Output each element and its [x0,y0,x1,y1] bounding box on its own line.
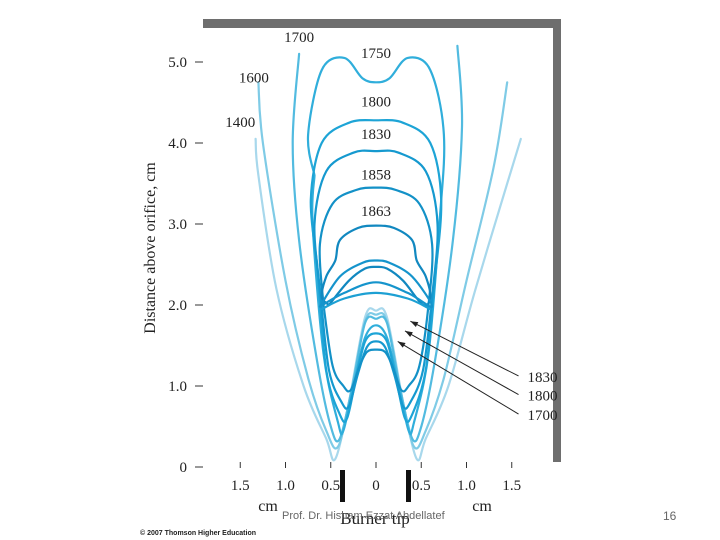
x-tick-label: 1.0 [457,478,476,494]
contour-label-1700: 1700 [284,30,314,46]
y-tick-label: 3.0 [168,217,187,233]
y-tick-label: 4.0 [168,136,187,152]
x-tick-label: 0.5 [412,478,431,494]
x-axis-unit-right: cm [472,498,492,515]
x-tick-label: 0 [372,478,380,494]
burner-wall-right [406,470,411,502]
callout-leader-0 [410,320,519,377]
callout-label-1700-2: 1700 [528,408,558,424]
contour-1700 [291,44,464,443]
contour-inner-8 [318,259,434,309]
plot-area [195,28,553,468]
contour-1858 [318,186,434,393]
contour-label-1800: 1800 [361,95,391,111]
contour-label-1400: 1400 [225,115,255,131]
y-tick-label: 1.0 [168,379,187,395]
contour-label-1750: 1750 [361,46,391,62]
y-tick-label: 2.0 [168,298,187,314]
contour-1400 [254,137,522,462]
contour-inner-9 [320,291,432,311]
x-tick-label: 0.5 [321,478,340,494]
x-tick-label: 1.5 [502,478,521,494]
x-tick-label: 1.5 [231,478,250,494]
contour-lines [254,44,522,462]
contour-label-1858: 1858 [361,167,391,183]
x-tick-label: 1.0 [276,478,295,494]
y-axis-title: Distance above orifice, cm [142,162,159,334]
contour-label-1863: 1863 [361,204,391,220]
callout-leader-2 [397,341,519,415]
y-tick-label: 5.0 [168,55,187,71]
contour-1800 [309,118,443,424]
contour-labels: 1700 1750 1600 1400 1800 1830 1858 1863 1830 1800… [225,30,557,424]
y-tick-label: 0 [180,460,188,476]
burner-wall-left [340,470,345,502]
x-axis-title: Burner tip [340,509,409,528]
axes: 0 1.0 2.0 3.0 4.0 5.0 1.5 1.0 0.5 0 0.5 1.0 1.5 cm cm B… [142,55,521,528]
contour-label-1600: 1600 [239,70,269,86]
contour-1863 [320,224,432,307]
contour-label-1830: 1830 [361,127,391,143]
callout-label-1800-1: 1800 [528,389,558,405]
callout-label-1830-0: 1830 [528,370,558,386]
contour-1830 [313,149,439,410]
copyright-notice: © 2007 Thomson Higher Education [140,530,257,537]
callout-arrowhead-0 [410,321,419,328]
callout-arrowhead-2 [397,341,406,348]
callout-leader-1 [404,330,519,396]
callout-arrowhead-1 [404,330,413,337]
x-axis-unit-left: cm [258,498,278,515]
page-number: 16 [663,509,677,523]
contour-1600 [257,81,509,450]
footer-author: Prof. Dr. Hisham Ezzat Abdellatef [282,510,445,522]
